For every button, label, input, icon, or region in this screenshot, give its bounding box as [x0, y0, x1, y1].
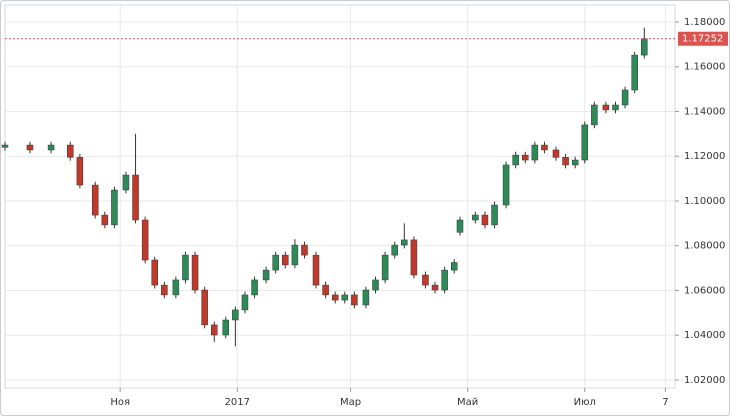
candle-body [182, 254, 189, 281]
y-tick-label: 1.12000 [684, 151, 725, 162]
y-tick-label: 1.08000 [684, 241, 725, 252]
y-tick-label: 1.14000 [684, 106, 725, 117]
candle-body [122, 174, 130, 191]
candle-body [401, 239, 408, 246]
candle-body [410, 239, 418, 276]
candle-body [612, 104, 619, 111]
candle-body [222, 319, 230, 336]
candle-body [372, 279, 379, 291]
candle-body [111, 189, 118, 226]
candle-body [312, 254, 320, 286]
candle-body [631, 54, 638, 91]
candle-body [282, 254, 289, 266]
candle-body [641, 38, 648, 56]
candle-body [101, 214, 109, 226]
last-price-box [678, 31, 728, 46]
candle-body [141, 219, 149, 261]
candle-body [301, 244, 308, 256]
candle-body [91, 184, 99, 216]
candle-body [562, 157, 569, 166]
candle-body [522, 154, 529, 161]
last-price-label: 1.17252 [682, 34, 723, 45]
candle-body [591, 104, 598, 126]
candle-body [341, 294, 349, 301]
candle-body [331, 294, 339, 301]
candle-body [621, 89, 629, 106]
candle-body [241, 294, 249, 311]
candle-body [26, 144, 34, 151]
candle-body [552, 149, 560, 158]
candle-body [172, 279, 180, 296]
candle-body [450, 262, 458, 271]
x-tick-label: Май [457, 397, 478, 408]
candle-body [67, 144, 74, 158]
candle-body [391, 244, 398, 256]
candle-body [381, 254, 389, 281]
candle-body [291, 244, 299, 266]
candle-body [47, 144, 55, 151]
candle-body [431, 284, 439, 291]
y-tick-label: 1.02000 [684, 375, 725, 386]
candle-body [151, 259, 158, 286]
candle-body [491, 204, 498, 226]
candle-body [211, 324, 218, 336]
x-tick-label: Ноя [110, 397, 130, 408]
candle-body [422, 274, 429, 286]
plot-area [4, 4, 676, 389]
candle-body [201, 289, 208, 326]
candle-body [441, 269, 448, 291]
x-tick-label: 2017 [225, 397, 250, 408]
candle-body [581, 124, 589, 161]
x-tick-label: Июл [574, 397, 596, 408]
candle-body [512, 154, 519, 166]
candle-body [362, 289, 370, 306]
candle-body [502, 164, 510, 206]
y-tick-label: 1.16000 [684, 62, 725, 73]
candle-body [161, 284, 168, 296]
y-tick-label: 1.04000 [684, 330, 725, 341]
candle-body [132, 174, 139, 221]
x-tick-label: Мар [340, 397, 361, 408]
y-tick-label: 1.18000 [684, 17, 725, 28]
candle-body [262, 269, 270, 281]
candle-body [571, 159, 579, 166]
candle-body [351, 294, 358, 306]
candle-body [456, 219, 464, 233]
candle-body [251, 279, 258, 296]
candle-body [481, 214, 489, 226]
candle-body [472, 214, 479, 221]
candle-body [191, 254, 199, 291]
candle-body [531, 144, 539, 161]
candle-body [76, 157, 84, 186]
candle-body [1, 144, 9, 148]
candle-body [232, 309, 239, 321]
candle-body [541, 144, 548, 151]
y-tick-label: 1.10000 [684, 196, 725, 207]
y-tick-label: 1.06000 [684, 285, 725, 296]
candle-body [322, 284, 329, 296]
candle-body [602, 104, 610, 111]
x-tick-label: 7 [662, 397, 668, 408]
candle-body [272, 254, 279, 271]
